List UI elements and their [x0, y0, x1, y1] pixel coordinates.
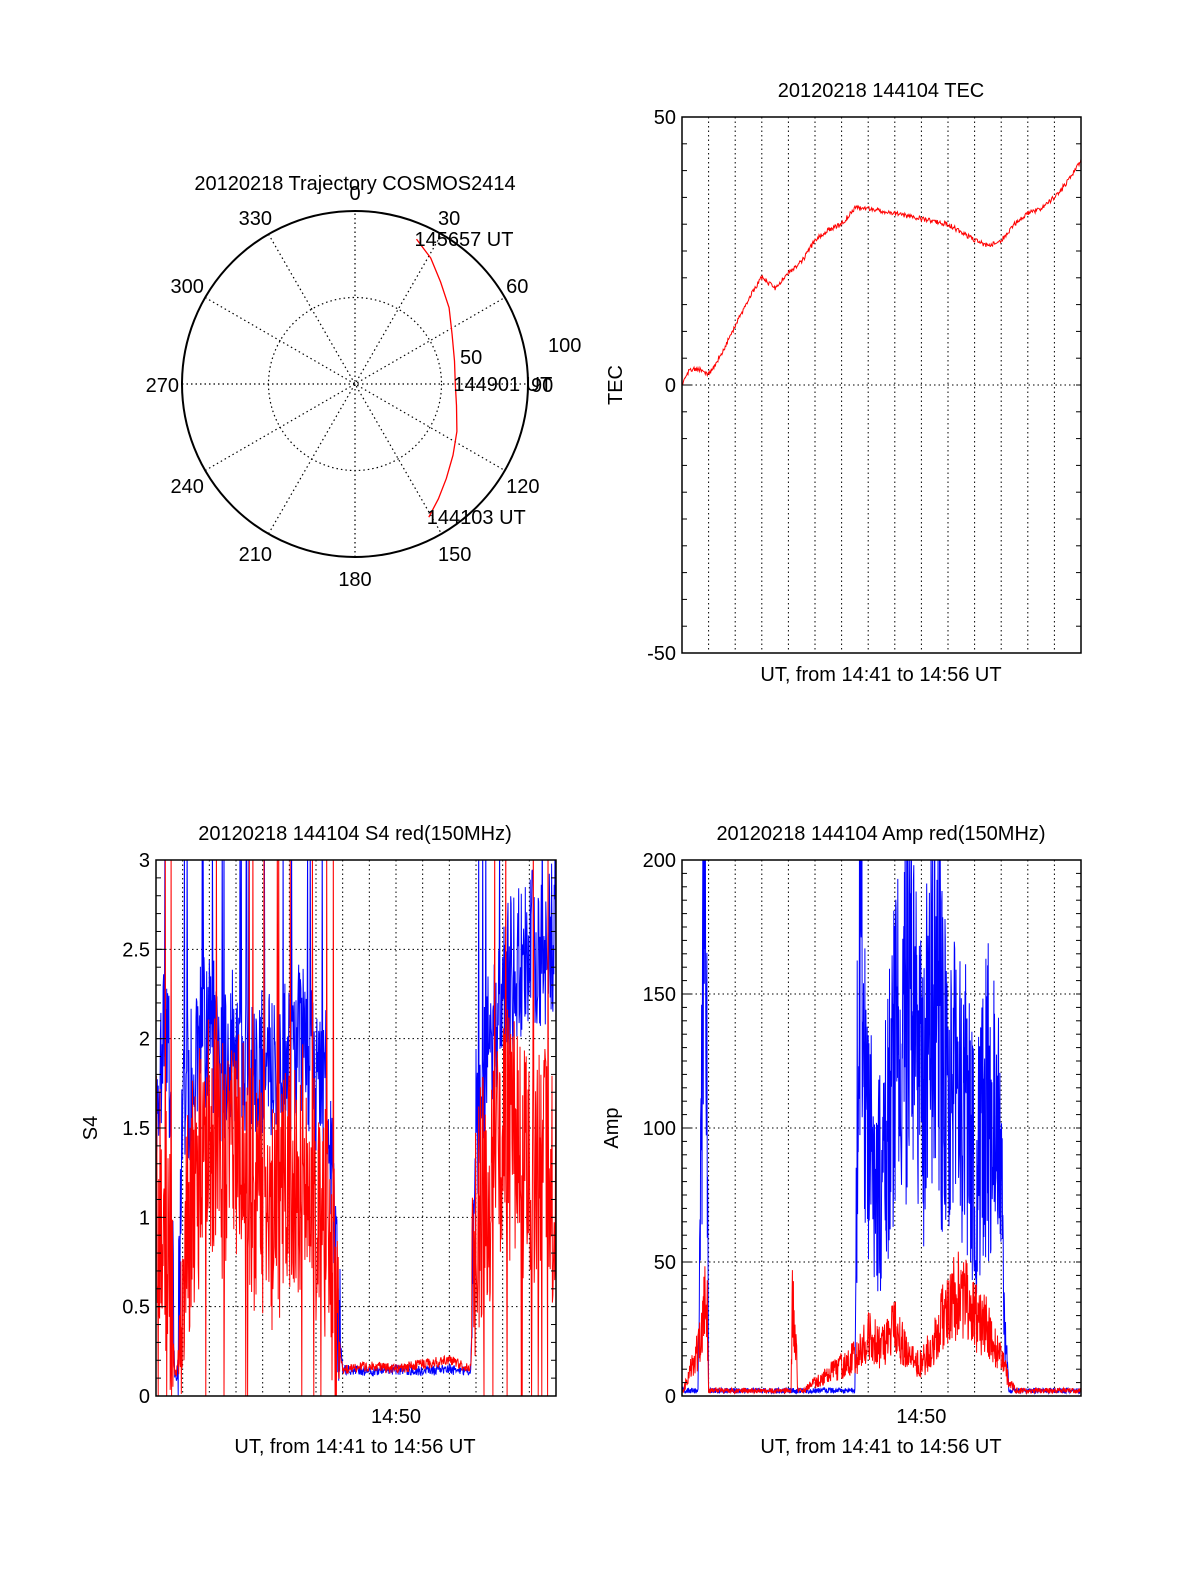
amp-plot: 20120218 144104 Amp red(150MHz) UT, from… [601, 823, 1082, 1458]
tec-plot: 20120218 144104 TEC UT, from 14:41 to 14… [605, 80, 1082, 686]
trajectory-time-label: 144901 UT [453, 374, 552, 396]
y-tick-label: 200 [643, 850, 676, 872]
series-group [156, 860, 556, 1396]
y-tick-label: 1 [139, 1207, 150, 1229]
polar-angle-label: 150 [438, 544, 471, 566]
y-tick-label: -50 [647, 643, 676, 665]
y-tick-label: 1.5 [122, 1118, 150, 1140]
polar-radial-label: 100 [548, 335, 581, 357]
polar-angle-label: 300 [171, 276, 204, 298]
trajectory-polar-plot: 20120218 Trajectory COSMOS2414 0 30 60 90 12… [146, 173, 582, 591]
polar-angle-label: 210 [239, 544, 272, 566]
s4-plot-area: 0 0.5 1 1.5 2 2.5 3 14:50 [122, 850, 557, 1428]
polar-angle-label: 90 [531, 375, 553, 397]
y-tick-label: 50 [654, 1252, 676, 1274]
polar-angle-label: 240 [171, 476, 204, 498]
s4-xlabel: UT, from 14:41 to 14:56 UT [234, 1436, 475, 1458]
series-line-blue [682, 860, 1081, 1395]
polar-spoke [267, 233, 443, 535]
tec-xlabel: UT, from 14:41 to 14:56 UT [760, 664, 1001, 686]
amp-xlabel: UT, from 14:41 to 14:56 UT [760, 1436, 1001, 1458]
series-line-red [156, 860, 556, 1396]
polar-spoke [267, 233, 443, 535]
s4-ylabel: S4 [80, 1116, 102, 1140]
x-tick-label: 14:50 [896, 1406, 946, 1428]
polar-angle-label: 180 [338, 569, 371, 591]
y-tick-label: 0 [665, 375, 676, 397]
polar-angle-label: 330 [239, 208, 272, 230]
y-tick-label: 0 [139, 1386, 150, 1408]
y-tick-label: 150 [643, 984, 676, 1006]
y-tick-label: 0 [665, 1386, 676, 1408]
y-tick-label: 100 [643, 1118, 676, 1140]
amp-ylabel: Amp [601, 1107, 623, 1148]
polar-inner-circle [267, 296, 443, 472]
trajectory-title: 20120218 Trajectory COSMOS2414 [194, 173, 515, 195]
y-tick-label: 2.5 [122, 939, 150, 961]
polar-angle-label: 0 [349, 183, 360, 205]
trajectory-time-label: 144103 UT [427, 507, 526, 529]
tec-plot-area: -50 0 50 [647, 107, 1082, 665]
y-tick-label: 0.5 [122, 1297, 150, 1319]
tec-title: 20120218 144104 TEC [778, 80, 984, 102]
trajectory-line [415, 238, 458, 518]
y-tick-label: 50 [654, 107, 676, 129]
series-line-blue [156, 860, 556, 1396]
amp-title: 20120218 144104 Amp red(150MHz) [716, 823, 1045, 845]
series-line-red [682, 158, 1081, 386]
polar-angle-label: 120 [506, 476, 539, 498]
s4-plot: 20120218 144104 S4 red(150MHz) UT, from … [80, 823, 557, 1458]
x-tick-label: 14:50 [371, 1406, 421, 1428]
amp-plot-area: 0 50 100 150 200 14:50 [643, 850, 1082, 1428]
polar-angle-label: 60 [506, 276, 528, 298]
trajectory-time-label: 145657 UT [415, 229, 514, 251]
polar-radial-label: 50 [460, 347, 482, 369]
tec-ylabel: TEC [605, 365, 627, 405]
s4-title: 20120218 144104 S4 red(150MHz) [198, 823, 512, 845]
polar-angle-label: 30 [438, 208, 460, 230]
series-line-red [682, 1251, 1081, 1396]
polar-spoke [204, 296, 506, 472]
series-group [682, 158, 1081, 386]
y-tick-label: 3 [139, 850, 150, 872]
series-group [682, 860, 1081, 1396]
polar-angle-label: 270 [146, 375, 179, 397]
polar-labels: 0 30 60 90 120 150 180 210 240 270 300 330 50 100 1456… [146, 183, 582, 591]
trajectory-series [415, 238, 458, 518]
y-tick-label: 2 [139, 1029, 150, 1051]
